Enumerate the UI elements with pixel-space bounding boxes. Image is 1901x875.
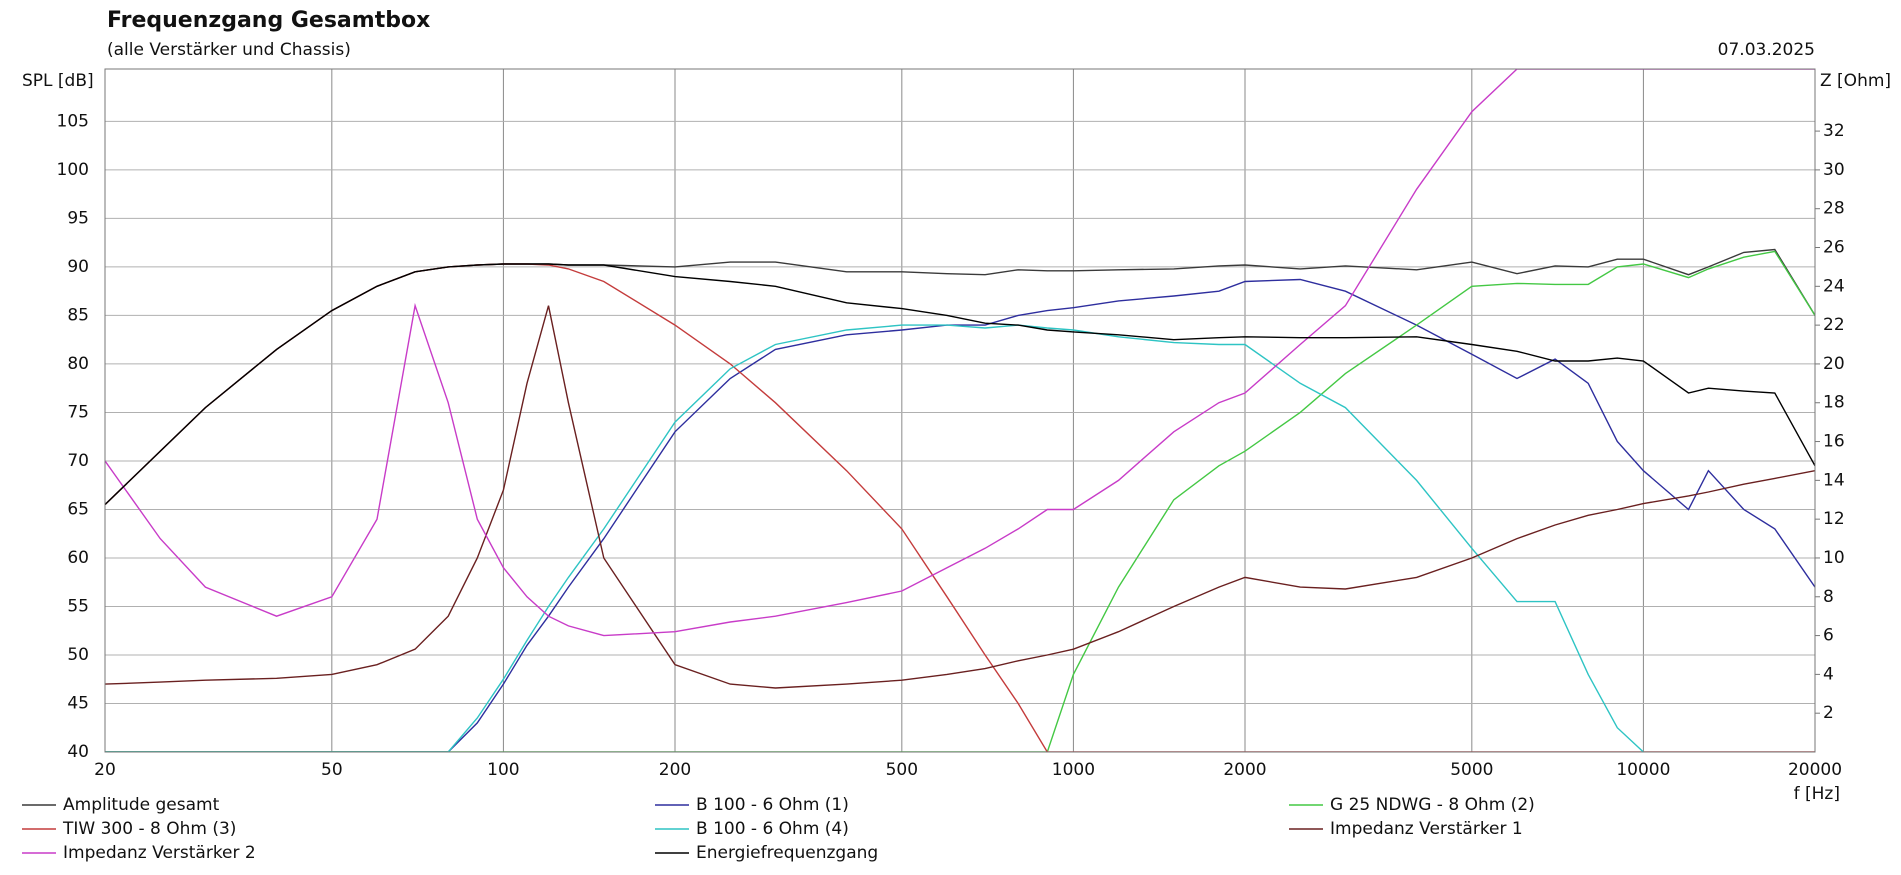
x-tick-label: 100	[487, 760, 519, 780]
y-tick-label: 85	[67, 305, 89, 325]
y2-tick-label: 24	[1823, 276, 1845, 296]
x-tick-label: 50	[321, 760, 343, 780]
series-line	[105, 250, 1815, 752]
chart-title: Frequenzgang Gesamtbox	[107, 8, 430, 33]
x-tick-label: 1000	[1052, 760, 1095, 780]
y2-tick-label: 6	[1823, 626, 1834, 646]
x-tick-label: 5000	[1450, 760, 1493, 780]
legend-label: G 25 NDWG - 8 Ohm (2)	[1330, 795, 1535, 815]
y2-tick-label: 18	[1823, 393, 1845, 413]
y2-tick-label: 22	[1823, 315, 1845, 335]
y2-tick-label: 30	[1823, 160, 1845, 180]
y2-tick-label: 20	[1823, 354, 1845, 374]
y-tick-label: 80	[67, 354, 89, 374]
x-tick-label: 20	[94, 760, 116, 780]
y-axis-label: SPL [dB]	[22, 71, 94, 91]
series-line	[105, 305, 1815, 689]
y2-tick-label: 28	[1823, 199, 1845, 219]
legend-label: B 100 - 6 Ohm (4)	[696, 819, 849, 839]
legend-label: TIW 300 - 8 Ohm (3)	[62, 819, 236, 839]
y-tick-label: 50	[67, 645, 89, 665]
series-line	[105, 69, 1815, 637]
y2-tick-label: 4	[1823, 664, 1834, 684]
legend-label: Impedanz Verstärker 1	[1330, 819, 1523, 839]
series-line	[105, 278, 1815, 752]
plot-lines	[105, 69, 1815, 752]
legend: Amplitude gesamt B 100 - 6 Ohm (1) G 25 ND…	[22, 795, 1535, 863]
y2-tick-label: 16	[1823, 432, 1845, 452]
y-tick-label: 40	[67, 742, 89, 762]
legend-label: Energiefrequenzgang	[696, 843, 878, 863]
y2-axis-label: Z [Ohm]	[1820, 71, 1891, 91]
x-tick-label: 200	[659, 760, 691, 780]
y-tick-label: 75	[67, 402, 89, 422]
series-line	[105, 324, 1644, 752]
chart-date: 07.03.2025	[1718, 40, 1815, 60]
x-tick-label: 500	[886, 760, 918, 780]
chart-subtitle: (alle Verstärker und Chassis)	[107, 40, 351, 60]
legend-label: B 100 - 6 Ohm (1)	[696, 795, 849, 815]
legend-label: Impedanz Verstärker 2	[63, 843, 256, 863]
y-tick-label: 105	[57, 111, 89, 131]
y-tick-label: 55	[67, 596, 89, 616]
x-tick-label: 2000	[1223, 760, 1266, 780]
x-tick-label: 20000	[1788, 760, 1842, 780]
y2-tick-label: 12	[1823, 509, 1845, 529]
x-tick-label: 10000	[1616, 760, 1670, 780]
y-tick-label: 65	[67, 499, 89, 519]
y2-tick-label: 26	[1823, 238, 1845, 258]
y2-tick-label: 2	[1823, 703, 1834, 723]
y-tick-label: 60	[67, 548, 89, 568]
y-tick-label: 95	[67, 208, 89, 228]
y-tick-label: 100	[57, 160, 89, 180]
y2-tick-label: 32	[1823, 121, 1845, 141]
y-tick-label: 90	[67, 257, 89, 277]
plot-frame	[104, 68, 1816, 753]
y2-tick-label: 14	[1823, 470, 1845, 490]
series-line	[105, 263, 1815, 506]
y2-tick-label: 8	[1823, 587, 1834, 607]
legend-label: Amplitude gesamt	[63, 795, 220, 815]
y-tick-label: 70	[67, 451, 89, 471]
x-axis-label: f [Hz]	[1794, 784, 1840, 804]
y2-tick-label: 10	[1823, 548, 1845, 568]
y-tick-label: 45	[67, 693, 89, 713]
